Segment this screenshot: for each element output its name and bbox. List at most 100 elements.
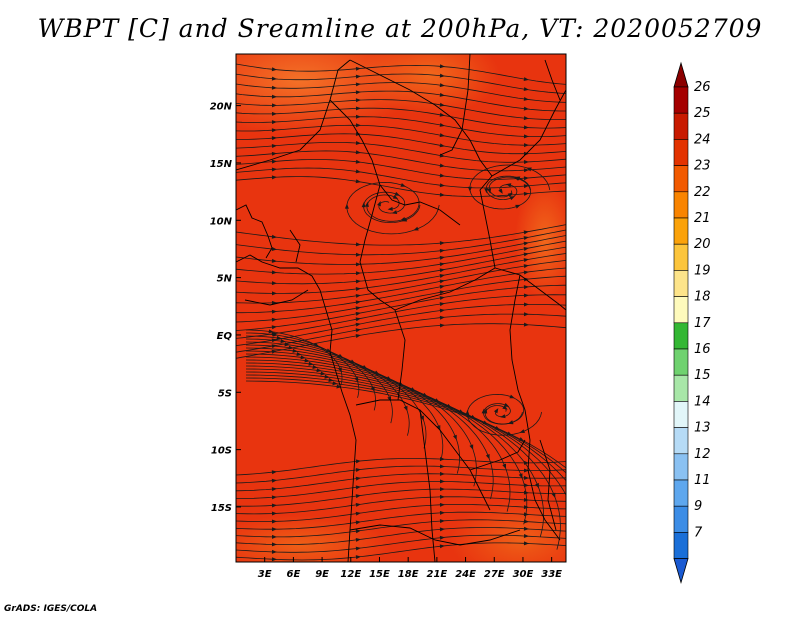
flow-arrow bbox=[355, 300, 361, 305]
streamline bbox=[236, 159, 566, 180]
colorbar-label: 12 bbox=[694, 447, 711, 462]
flow-arrow bbox=[355, 306, 361, 311]
flow-arrow bbox=[523, 247, 529, 251]
flow-arrow bbox=[271, 175, 277, 180]
lat-tick-label: 10N bbox=[210, 216, 233, 227]
flow-arrow bbox=[523, 322, 529, 327]
colorbar-top-arrow bbox=[673, 61, 689, 88]
streamline bbox=[466, 393, 542, 436]
flow-arrow bbox=[523, 505, 529, 510]
flow-arrow bbox=[271, 503, 277, 508]
flow-arrow bbox=[523, 264, 529, 269]
flow-arrow bbox=[355, 502, 361, 507]
flow-arrow bbox=[439, 487, 445, 492]
flow-arrow bbox=[338, 353, 344, 359]
flow-arrow bbox=[523, 160, 529, 165]
colorbar-swatch bbox=[673, 139, 689, 166]
flow-arrow bbox=[272, 332, 278, 337]
map-axes: 3E 6E 9E 12E 15E 18E 21E 24E 27E 30E 33E 20N 15N 10N 5… bbox=[210, 102, 562, 580]
flow-arrow bbox=[271, 246, 277, 251]
lon-tick-label: 18E bbox=[398, 569, 419, 580]
flow-arrow bbox=[355, 476, 361, 481]
flow-arrow bbox=[470, 414, 476, 420]
lon-tick-label: 27E bbox=[484, 569, 505, 580]
flow-arrow bbox=[439, 262, 445, 267]
colorbar-label: 26 bbox=[694, 80, 711, 95]
flow-arrow bbox=[271, 159, 277, 164]
flow-arrow bbox=[355, 114, 361, 119]
flow-arrow bbox=[276, 335, 282, 340]
streamline bbox=[236, 284, 566, 331]
flow-arrow bbox=[523, 258, 529, 263]
flow-arrow bbox=[328, 378, 334, 382]
flow-arrow bbox=[508, 420, 514, 425]
streamline bbox=[236, 240, 566, 275]
flow-arrow bbox=[271, 344, 277, 349]
flow-arrow bbox=[271, 136, 277, 141]
streamline bbox=[245, 374, 566, 482]
flow-arrow bbox=[523, 176, 529, 181]
streamline bbox=[236, 465, 566, 484]
flow-arrow bbox=[439, 290, 445, 295]
flow-arrow bbox=[469, 444, 474, 450]
flow-arrow bbox=[292, 348, 298, 353]
streamline bbox=[236, 90, 566, 112]
flow-arrow bbox=[584, 512, 590, 518]
flow-arrow bbox=[523, 230, 529, 235]
flow-arrow bbox=[271, 291, 277, 296]
flow-arrow bbox=[523, 490, 529, 495]
flow-arrow bbox=[523, 77, 529, 82]
flow-arrow bbox=[502, 463, 507, 470]
colorbar-swatch bbox=[673, 112, 689, 140]
flow-arrow bbox=[355, 66, 361, 71]
streamline bbox=[236, 116, 566, 137]
colorbar-swatch bbox=[673, 165, 689, 193]
flow-arrow bbox=[439, 83, 445, 88]
colorbar-bottom-arrow bbox=[673, 558, 689, 585]
streamline bbox=[236, 63, 566, 85]
flow-arrow bbox=[355, 293, 361, 298]
lon-tick-label: 3E bbox=[258, 569, 272, 580]
colorbar-swatch bbox=[673, 401, 689, 428]
flow-arrow bbox=[422, 392, 428, 397]
streamline bbox=[236, 246, 566, 285]
flow-arrow bbox=[271, 167, 277, 172]
flow-arrow bbox=[355, 123, 361, 128]
flow-arrow bbox=[439, 163, 445, 168]
streamline-arrows bbox=[268, 64, 590, 562]
colorbar-label: 14 bbox=[694, 394, 711, 409]
lat-tick-label: EQ bbox=[217, 331, 233, 342]
streamline bbox=[236, 496, 566, 515]
flow-arrow bbox=[465, 409, 470, 415]
flow-arrow bbox=[484, 188, 489, 194]
flow-arrow bbox=[355, 106, 361, 111]
flow-arrow bbox=[355, 322, 361, 327]
flow-arrow bbox=[271, 67, 277, 72]
flow-arrow bbox=[439, 535, 445, 540]
flow-arrow bbox=[271, 270, 277, 275]
flow-arrow bbox=[387, 206, 393, 211]
streamline bbox=[245, 377, 566, 474]
flow-arrow bbox=[439, 92, 445, 97]
colorbar-label: 20 bbox=[694, 237, 711, 252]
flow-arrow bbox=[439, 279, 445, 284]
map-frame bbox=[235, 53, 567, 563]
flow-arrow bbox=[338, 367, 342, 373]
streamline bbox=[236, 294, 566, 339]
flow-arrow bbox=[487, 188, 492, 194]
flow-arrow bbox=[523, 312, 529, 317]
streamline bbox=[485, 175, 531, 201]
flow-arrow bbox=[523, 106, 529, 111]
colorbar-label: 23 bbox=[694, 159, 711, 174]
flow-arrow bbox=[271, 128, 277, 133]
streamline bbox=[236, 473, 566, 492]
lat-tick-label: 10S bbox=[211, 446, 232, 457]
colorbar-swatch bbox=[673, 532, 689, 559]
flow-arrow bbox=[503, 402, 510, 407]
streamline bbox=[236, 458, 566, 476]
streamline bbox=[236, 542, 566, 561]
flow-arrow bbox=[355, 169, 361, 174]
flow-arrow bbox=[271, 317, 277, 322]
streamline bbox=[236, 167, 566, 189]
